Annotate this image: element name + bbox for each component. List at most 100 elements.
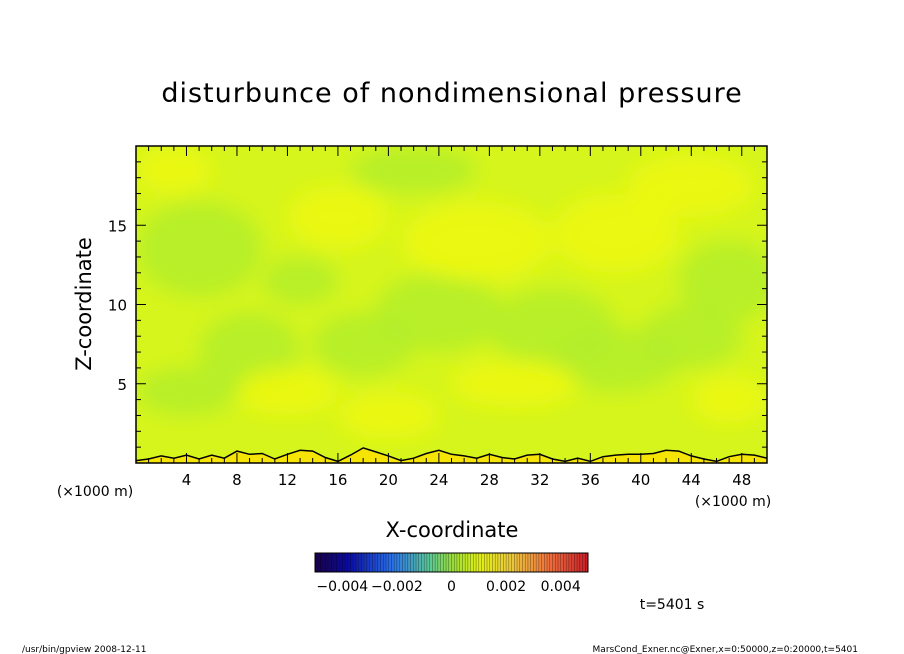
field-patch xyxy=(401,201,553,281)
y-unit-label: (×1000 m) xyxy=(57,484,133,500)
x-tick-label: 24 xyxy=(429,471,448,489)
y-axis: 5 10 15 xyxy=(108,217,767,394)
field-patch xyxy=(136,146,212,194)
field-patch xyxy=(628,153,755,218)
colorbar-segment xyxy=(407,553,411,572)
colorbar-segment xyxy=(366,553,370,572)
heatmap-field xyxy=(136,146,767,463)
colorbar-segment xyxy=(476,553,479,572)
field-patch xyxy=(451,359,578,408)
colorbar-segment xyxy=(506,553,510,572)
colorbar-segment xyxy=(495,553,499,572)
colorbar-segment xyxy=(544,553,548,572)
x-tick-label: 8 xyxy=(232,471,242,489)
x-tick-label: 28 xyxy=(480,471,499,489)
colorbar-segment xyxy=(579,553,583,572)
colorbar-tick-label: 0.002 xyxy=(486,579,526,595)
colorbar-segment xyxy=(405,553,409,572)
footer-left: /usr/bin/gpview 2008-12-11 xyxy=(22,645,146,654)
colorbar-segment xyxy=(388,553,392,572)
colorbar-segment xyxy=(342,553,346,572)
colorbar-segment xyxy=(585,553,589,572)
colorbar-segment xyxy=(456,553,460,572)
colorbar-segment xyxy=(536,553,540,572)
x-axis: 4 8 12 16 20 24 28 32 36 40 44 48 xyxy=(182,146,751,489)
field-patch xyxy=(262,256,338,305)
zero-contour-line xyxy=(136,447,767,463)
colorbar-segment xyxy=(563,553,567,572)
colorbar-segment xyxy=(555,553,559,572)
colorbar-segment xyxy=(377,553,381,572)
colorbar-segment xyxy=(432,553,436,572)
colorbar-segment xyxy=(497,553,501,572)
field-patch xyxy=(350,146,477,194)
colorbar-segment xyxy=(399,553,403,572)
colorbar-segment xyxy=(350,553,354,572)
colorbar-segment xyxy=(451,553,455,572)
colorbar-segment xyxy=(418,553,422,572)
colorbar-segment xyxy=(336,553,340,572)
colorbar-segment xyxy=(383,553,387,572)
colorbar-segment xyxy=(353,553,357,572)
colorbar-segment xyxy=(552,553,556,572)
colorbar-segment xyxy=(500,553,504,572)
colorbar-segment xyxy=(380,553,384,572)
colorbar-segment xyxy=(557,553,561,572)
colorbar-tick-label: −0.004 xyxy=(316,579,368,595)
colorbar-segment xyxy=(394,553,398,572)
field-patch xyxy=(136,201,263,297)
colorbar-segment xyxy=(334,553,338,572)
x-tick-label: 32 xyxy=(530,471,549,489)
colorbar-tick-label: 0.004 xyxy=(541,579,581,595)
colorbar-segment xyxy=(413,553,417,572)
colorbar-segment xyxy=(473,553,477,572)
colorbar-segment xyxy=(547,553,550,572)
colorbar-segment xyxy=(421,553,425,572)
colorbar-segment xyxy=(323,553,327,572)
colorbar-segment xyxy=(530,553,534,572)
field-patch xyxy=(337,391,439,440)
colorbar-segment xyxy=(361,553,365,572)
x-axis-title: X-coordinate xyxy=(386,518,519,542)
colorbar-segment xyxy=(492,553,496,572)
x-tick-label: 48 xyxy=(732,471,751,489)
x-unit-label: (×1000 m) xyxy=(695,494,771,510)
colorbar-segment xyxy=(577,553,581,572)
colorbar-tick-label: −0.002 xyxy=(371,579,423,595)
field-patch xyxy=(287,185,389,250)
colorbar-segment xyxy=(454,553,458,572)
colorbar-segment xyxy=(508,553,512,572)
colorbar-segment xyxy=(484,553,488,572)
colorbar-segment xyxy=(571,553,575,572)
colorbar-segment xyxy=(358,553,362,572)
colorbar-segment xyxy=(437,553,441,572)
colorbar-segment xyxy=(519,553,523,572)
colorbar-ticks: −0.004 −0.002 0 0.002 0.004 xyxy=(316,579,580,595)
x-tick-label: 20 xyxy=(379,471,398,489)
field-patch xyxy=(691,375,767,424)
colorbar-segment xyxy=(440,553,444,572)
colorbar-segment xyxy=(396,553,400,572)
field-patch xyxy=(136,367,237,416)
field-patch xyxy=(236,367,338,416)
colorbar-segment xyxy=(541,553,545,572)
surface-band-fill xyxy=(136,447,767,463)
y-tick-label: 5 xyxy=(117,376,127,394)
colorbar-segment xyxy=(514,553,518,572)
field-patch xyxy=(375,272,502,353)
field-patch xyxy=(552,193,679,273)
colorbar-segment xyxy=(486,553,490,572)
colorbar-segment xyxy=(391,553,395,572)
colorbar-segment xyxy=(465,553,469,572)
colorbar-segment xyxy=(426,553,430,572)
colorbar xyxy=(314,552,589,573)
colorbar-segment xyxy=(320,553,324,572)
colorbar-segment xyxy=(355,553,359,572)
colorbar-segment xyxy=(522,553,526,572)
colorbar-segment xyxy=(429,553,433,572)
colorbar-segment xyxy=(478,553,482,572)
colorbar-segment xyxy=(527,553,531,572)
x-tick-label: 12 xyxy=(278,471,297,489)
x-tick-label: 36 xyxy=(581,471,600,489)
colorbar-segment xyxy=(347,553,351,572)
